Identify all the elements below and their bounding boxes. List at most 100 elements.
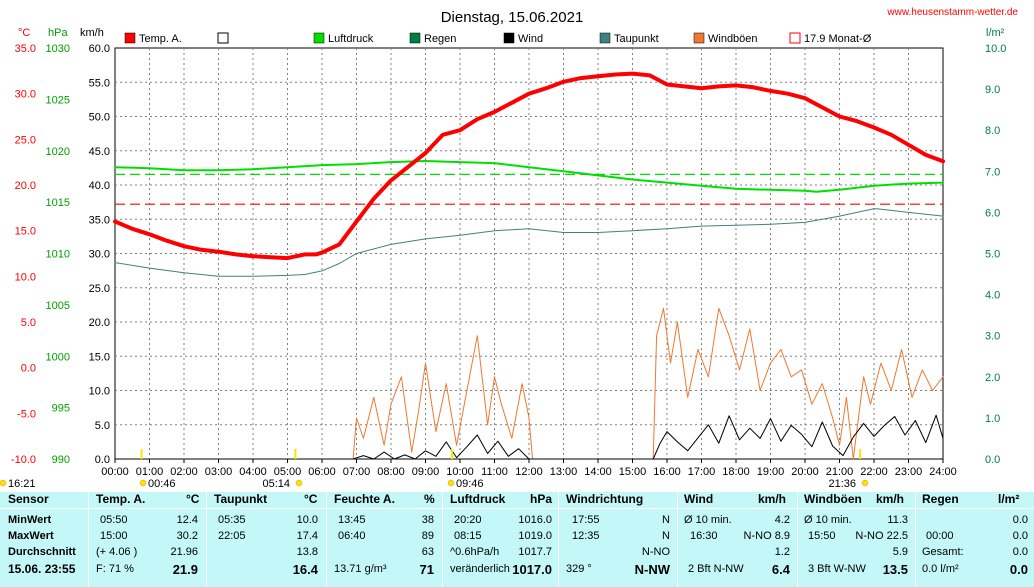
winddir-current: N-NW: [634, 562, 670, 577]
wind-tick-label: 35.0: [89, 214, 110, 226]
pressure-tendency: veränderlich: [450, 563, 510, 575]
rain-tick-label: 4.0: [985, 290, 1000, 302]
dew-header: Taupunkt: [214, 492, 268, 506]
legend-item: [217, 32, 229, 44]
pressure-tick-label: 1015: [46, 197, 70, 209]
rain-total-label: Gesamt:: [922, 546, 964, 558]
wind-tick-label: 45.0: [89, 146, 110, 158]
gusts-max-value: N-NO 22.5: [855, 530, 908, 542]
temp-tick-label: 0.0: [21, 363, 36, 375]
rain-unit-label: l/m²: [986, 27, 1005, 39]
legend-item: Wind: [503, 32, 543, 45]
dew-avg-value: 13.8: [296, 546, 318, 558]
wind-unit-label: km/h: [80, 27, 104, 39]
temp-tick-label: 5.0: [21, 317, 36, 329]
stats-divider: [88, 492, 89, 587]
rain-tick-label: 9.0: [985, 84, 1000, 96]
legend-swatch: [789, 32, 801, 44]
temp-tick-label: 30.0: [15, 89, 36, 101]
legend-swatch: [313, 32, 325, 44]
rain-unit: l/m²: [998, 492, 1020, 506]
time-marker-label: 05:14: [262, 478, 290, 490]
pressure-trend: ^0.6hPa/h: [450, 546, 500, 558]
legend-label: Regen: [424, 33, 456, 45]
time-marker: 00:46: [139, 478, 176, 490]
temp-tick-label: -10.0: [11, 454, 36, 466]
rain-min-time: 00:00: [926, 530, 954, 542]
temp-unit-label: °C: [18, 27, 30, 39]
axis-units: °C hPa km/h l/m²: [18, 27, 1005, 39]
chart-title: Dienstag, 15.06.2021: [441, 9, 584, 26]
x-tick-label: 15:00: [619, 466, 647, 478]
wind-tick-label: 30.0: [89, 249, 110, 261]
gusts-avg-value: 5.9: [892, 546, 908, 558]
humidity-unit: %: [424, 492, 435, 506]
wind-unit: km/h: [758, 492, 787, 506]
temp-tick-label: 15.0: [15, 226, 36, 238]
rain-tick-label: 5.0: [985, 249, 1000, 261]
x-tick-label: 22:00: [860, 466, 888, 478]
x-tick-label: 07:00: [343, 466, 371, 478]
sun-icon: [295, 479, 303, 487]
winddir-min-value: N: [662, 514, 670, 526]
winddir-header: Windrichtung: [566, 492, 644, 506]
rain-min-value: 0.0: [1012, 530, 1028, 542]
pressure-max-value: 1019.0: [518, 530, 552, 542]
time-marker-label: 00:46: [148, 478, 176, 490]
wind-beaufort: 2 Bft N-NW: [688, 563, 744, 575]
statistics-panel: Sensor MinWert MaxWert Durchschnitt 15.0…: [0, 492, 1034, 587]
legend-label: Luftdruck: [328, 33, 374, 45]
pressure-tick-label: 1020: [46, 146, 70, 158]
x-tick-label: 11:00: [481, 466, 508, 478]
wind-tick-label: 40.0: [89, 180, 110, 192]
x-tick-label: 13:00: [550, 466, 578, 478]
chart-legend: Temp. A. Luftdruck Regen Wind Taupunkt Windbö…: [124, 32, 872, 45]
pressure-avg-value: 1017.7: [518, 546, 552, 558]
temp-tick-label: 10.0: [15, 271, 36, 283]
legend-label: Taupunkt: [614, 33, 659, 45]
rain-tick-label: 1.0: [985, 413, 1000, 425]
x-tick-label: 04:00: [239, 466, 267, 478]
temp-series-line: [113, 71, 945, 261]
sun-icon: [0, 479, 7, 487]
temp-min-value: 12.4: [176, 514, 198, 526]
wind-max-value: N-NO 8.9: [743, 530, 790, 542]
stats-divider: [797, 492, 798, 587]
humidity-min-value: 38: [421, 514, 434, 526]
winddir-min-time: 17:55: [572, 514, 600, 526]
legend-label: Windböen: [708, 33, 758, 45]
rain-tick-label: 2.0: [985, 372, 1000, 384]
x-tick-label: 21:00: [826, 466, 854, 478]
gusts-beaufort: 3 Bft W-NW: [808, 563, 866, 575]
rain-header: Regen: [922, 492, 959, 506]
temp-header: Temp. A.: [96, 492, 146, 506]
legend-swatch: [693, 32, 705, 44]
wind-current: 6.4: [771, 562, 790, 577]
sensor-header: Sensor: [8, 492, 49, 506]
stats-divider: [915, 492, 916, 587]
temp-max-value: 30.2: [176, 530, 198, 542]
pressure-tick-label: 1010: [46, 249, 70, 261]
wind-tick-label: 20.0: [89, 317, 110, 329]
x-tick-label: 05:00: [274, 466, 302, 478]
humidity-max-value: 89: [421, 530, 434, 542]
axis-ticks: 35.0 30.0 25.0 20.0 15.0 10.0 5.0 0.0 -5.0 -10.0 1…: [11, 43, 1007, 478]
chart-series: [113, 71, 945, 460]
stats-divider: [558, 492, 559, 587]
x-tick-label: 19:00: [757, 466, 785, 478]
dew-max-value: 17.4: [296, 530, 318, 542]
legend-label: Temp. A.: [139, 33, 182, 45]
stats-divider: [206, 492, 207, 587]
gusts-unit: km/h: [876, 492, 905, 506]
winddir-max-value: N: [662, 530, 670, 542]
winddir-max-time: 12:35: [572, 530, 600, 542]
temp-max-time: 15:00: [100, 530, 128, 542]
humidity-max-time: 06:40: [338, 530, 366, 542]
website-link[interactable]: www.heusenstamm-wetter.de: [886, 7, 1018, 18]
time-marker: 09:46: [447, 478, 484, 490]
dewpoint-series-line: [114, 208, 944, 277]
winddir-degrees: 329 °: [566, 563, 592, 575]
pressure-current: 1017.0: [512, 562, 552, 577]
temp-tick-label: 35.0: [15, 43, 36, 55]
time-marker: 16:21: [0, 478, 36, 490]
